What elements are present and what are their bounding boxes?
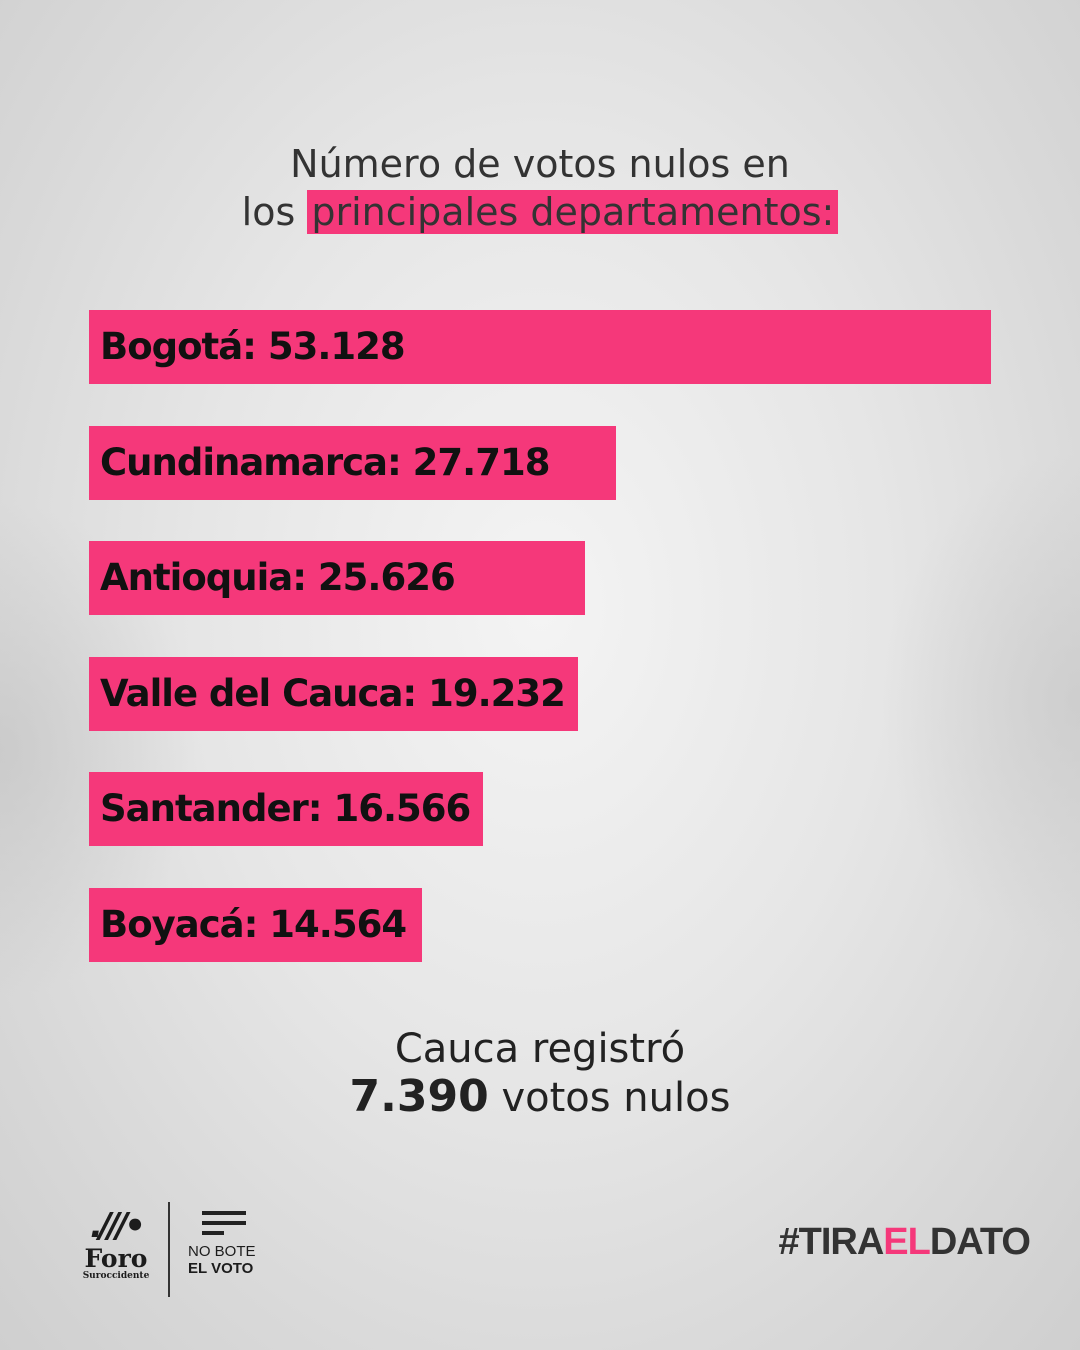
hashtag-accent: EL: [883, 1221, 931, 1263]
note-rest: votos nulos: [501, 1075, 731, 1121]
foro-mark-icon: .///•: [90, 1206, 146, 1246]
no-bote-el-voto-logo: NO BOTE EL VOTO: [188, 1205, 263, 1277]
logo-divider: [168, 1202, 170, 1297]
bar-label: Bogotá: 53.128: [100, 325, 406, 368]
hashtag-post: DATO: [929, 1221, 1031, 1263]
campaign-line-1: NO BOTE: [188, 1243, 256, 1260]
foro-logo: .///• Foro Suroccidente: [78, 1205, 154, 1281]
bar-2: Antioquia: 25.626: [89, 541, 586, 616]
bar-3: Valle del Cauca: 19.232: [89, 656, 578, 731]
bar-4: Santander: 16.566: [89, 772, 483, 847]
bar-label: Cundinamarca: 27.718: [100, 440, 550, 484]
bar-5: Boyacá: 14.564: [89, 888, 422, 962]
title-line-1: Número de votos nulos en: [290, 142, 790, 186]
background-blur: [880, 450, 1080, 950]
foro-sub: Suroccidente: [82, 1271, 150, 1281]
note-number: 7.390: [349, 1071, 489, 1122]
checklist-icon: [202, 1211, 246, 1235]
bar-label: Boyacá: 14.564: [100, 903, 407, 946]
bar-1: Cundinamarca: 27.718: [89, 425, 617, 500]
bar-label: Antioquia: 25.626: [100, 556, 456, 600]
title-line-2: los principales departamentos:: [0, 188, 1080, 236]
title-plain: los: [241, 190, 296, 234]
cauca-note: Cauca registró 7.390 votos nulos: [0, 1025, 1080, 1122]
bar-label: Santander: 16.566: [100, 787, 471, 831]
foro-name: Foro: [84, 1244, 148, 1273]
note-line-1: Cauca registró: [394, 1026, 686, 1072]
hashtag-logo: #TIRAELDATO: [778, 1218, 1031, 1266]
note-line-2: 7.390 votos nulos: [0, 1073, 1080, 1122]
title-highlight: principales departamentos:: [307, 190, 839, 234]
chart-title: Número de votos nulos en los principales…: [0, 140, 1080, 236]
bar-label: Valle del Cauca: 19.232: [100, 671, 566, 715]
bar-0: Bogotá: 53.128: [89, 310, 991, 384]
campaign-line-2: EL VOTO: [188, 1260, 254, 1277]
hashtag-pre: #TIRA: [778, 1221, 884, 1263]
